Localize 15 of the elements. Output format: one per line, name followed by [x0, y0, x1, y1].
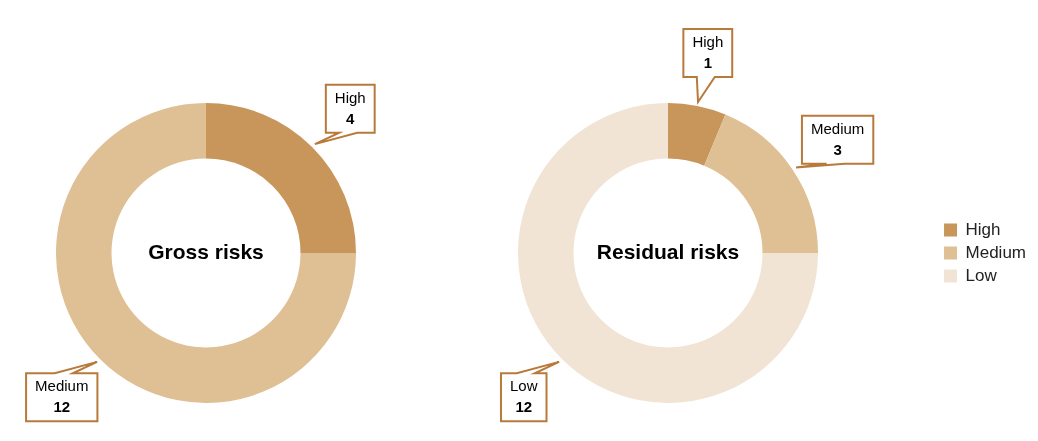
slice-label: Low — [509, 377, 538, 395]
slice-label: Medium — [35, 377, 89, 395]
text: Residual risks — [596, 239, 740, 263]
data-label: 12 — [53, 398, 71, 416]
data-label: 4 — [346, 109, 356, 127]
legend-label: High — [965, 219, 1001, 239]
legend-label: Medium — [965, 242, 1027, 262]
slice-label: High — [692, 33, 724, 51]
data-label: 12 — [515, 398, 533, 416]
data-label: 3 — [833, 140, 842, 158]
data-label: 1 — [703, 54, 712, 72]
slice-label: High — [334, 88, 366, 106]
slice-label: Medium — [810, 119, 865, 137]
text: Gross risks — [148, 239, 264, 263]
legend-label: Low — [965, 265, 998, 285]
